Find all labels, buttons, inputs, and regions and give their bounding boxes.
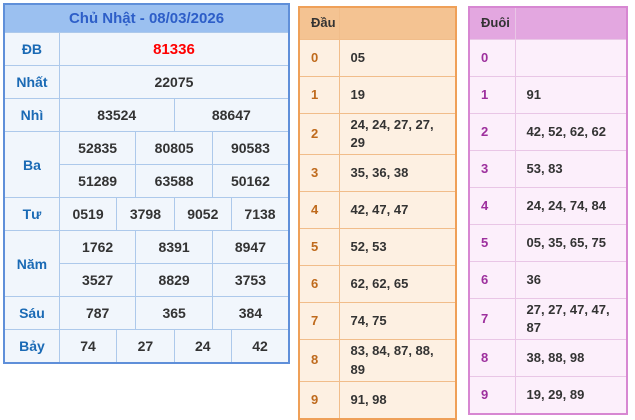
dau-digit: 0 (298, 39, 340, 77)
prize-value: 80805 (135, 131, 213, 165)
dau-digit: 3 (298, 154, 340, 193)
prize-value: 787 (58, 296, 137, 330)
prize-label-nhat: Nhất (3, 65, 60, 99)
dau-digit: 5 (298, 228, 340, 267)
prize-value: 74 (58, 329, 118, 364)
dau-values: 24, 24, 27, 27, 29 (338, 112, 457, 156)
duoi-values: 19, 29, 89 (514, 376, 628, 415)
prize-value: 42 (231, 329, 290, 364)
prize-value: 3753 (211, 263, 290, 297)
prize-label-nam: Năm (3, 230, 60, 297)
dau-values: 42, 47, 47 (338, 191, 457, 230)
duoi-digit: 9 (468, 376, 516, 415)
prize-label-bay: Bảy (3, 329, 60, 364)
prize-value: 22075 (58, 65, 290, 99)
result-table-title: Chủ Nhật - 08/03/2026 (3, 3, 290, 33)
dau-values: 91, 98 (338, 380, 457, 420)
duoi-digit: 7 (468, 297, 516, 341)
prize-label-sau: Sáu (3, 296, 60, 330)
dau-table-header: Đầu (298, 6, 340, 40)
prize-label-nhi: Nhì (3, 98, 60, 132)
duoi-values: 53, 83 (514, 150, 628, 188)
dau-values: 52, 53 (338, 228, 457, 267)
prize-value-special: 81336 (58, 32, 290, 66)
duoi-digit: 1 (468, 76, 516, 114)
dau-digit: 8 (298, 339, 340, 382)
prize-value: 63588 (135, 164, 213, 198)
prize-label-tu: Tư (3, 197, 60, 231)
duoi-values: 05, 35, 65, 75 (514, 224, 628, 262)
prize-value: 88647 (173, 98, 290, 132)
prize-value: 24 (173, 329, 233, 364)
dau-values: 83, 84, 87, 88, 89 (338, 339, 457, 382)
dau-table: Đầu 0 05 1 19 2 24, 24, 27, 27, 29 3 35, 36,… (298, 6, 457, 420)
duoi-digit: 0 (468, 39, 516, 77)
prize-value: 83524 (58, 98, 175, 132)
dau-digit: 4 (298, 191, 340, 230)
duoi-digit: 5 (468, 224, 516, 262)
prize-value: 3798 (116, 197, 175, 231)
dau-digit: 9 (298, 380, 340, 420)
duoi-table-header: Đuôi (468, 6, 516, 40)
prize-label-db: ĐB (3, 32, 60, 66)
prize-value: 365 (135, 296, 213, 330)
duoi-table-header-spacer (514, 6, 628, 40)
duoi-values: 38, 88, 98 (514, 339, 628, 378)
duoi-digit: 6 (468, 261, 516, 299)
dau-values: 19 (338, 76, 457, 114)
prize-value: 1762 (58, 230, 137, 264)
duoi-digit: 2 (468, 113, 516, 151)
prize-value: 8829 (135, 263, 213, 297)
prize-value: 3527 (58, 263, 137, 297)
duoi-values: 36 (514, 261, 628, 299)
dau-values: 35, 36, 38 (338, 154, 457, 193)
prize-value: 7138 (231, 197, 290, 231)
prize-value: 90583 (211, 131, 290, 165)
prize-value: 8947 (211, 230, 290, 264)
prize-value: 27 (116, 329, 175, 364)
dau-values: 62, 62, 65 (338, 265, 457, 304)
dau-table-header-spacer (338, 6, 457, 40)
dau-digit: 2 (298, 112, 340, 156)
prize-value: 0519 (58, 197, 118, 231)
duoi-digit: 8 (468, 339, 516, 378)
prize-value: 9052 (173, 197, 233, 231)
duoi-values: 24, 24, 74, 84 (514, 187, 628, 225)
duoi-values: 91 (514, 76, 628, 114)
prize-label-ba: Ba (3, 131, 60, 198)
dau-digit: 7 (298, 302, 340, 341)
duoi-values: 27, 27, 47, 47, 87 (514, 297, 628, 341)
duoi-values: 42, 52, 62, 62 (514, 113, 628, 151)
duoi-table: Đuôi 0 1 91 2 42, 52, 62, 62 3 53, 83 4 24, … (468, 6, 628, 416)
prize-value: 50162 (211, 164, 290, 198)
duoi-values (514, 39, 628, 77)
dau-values: 05 (338, 39, 457, 77)
prize-value: 384 (211, 296, 290, 330)
dau-digit: 1 (298, 76, 340, 114)
lottery-result-table: Chủ Nhật - 08/03/2026 ĐB 81336 Nhất 2207… (3, 3, 290, 364)
duoi-digit: 3 (468, 150, 516, 188)
prize-value: 51289 (58, 164, 137, 198)
prize-value: 52835 (58, 131, 137, 165)
prize-value: 8391 (135, 230, 213, 264)
duoi-digit: 4 (468, 187, 516, 225)
dau-values: 74, 75 (338, 302, 457, 341)
dau-digit: 6 (298, 265, 340, 304)
